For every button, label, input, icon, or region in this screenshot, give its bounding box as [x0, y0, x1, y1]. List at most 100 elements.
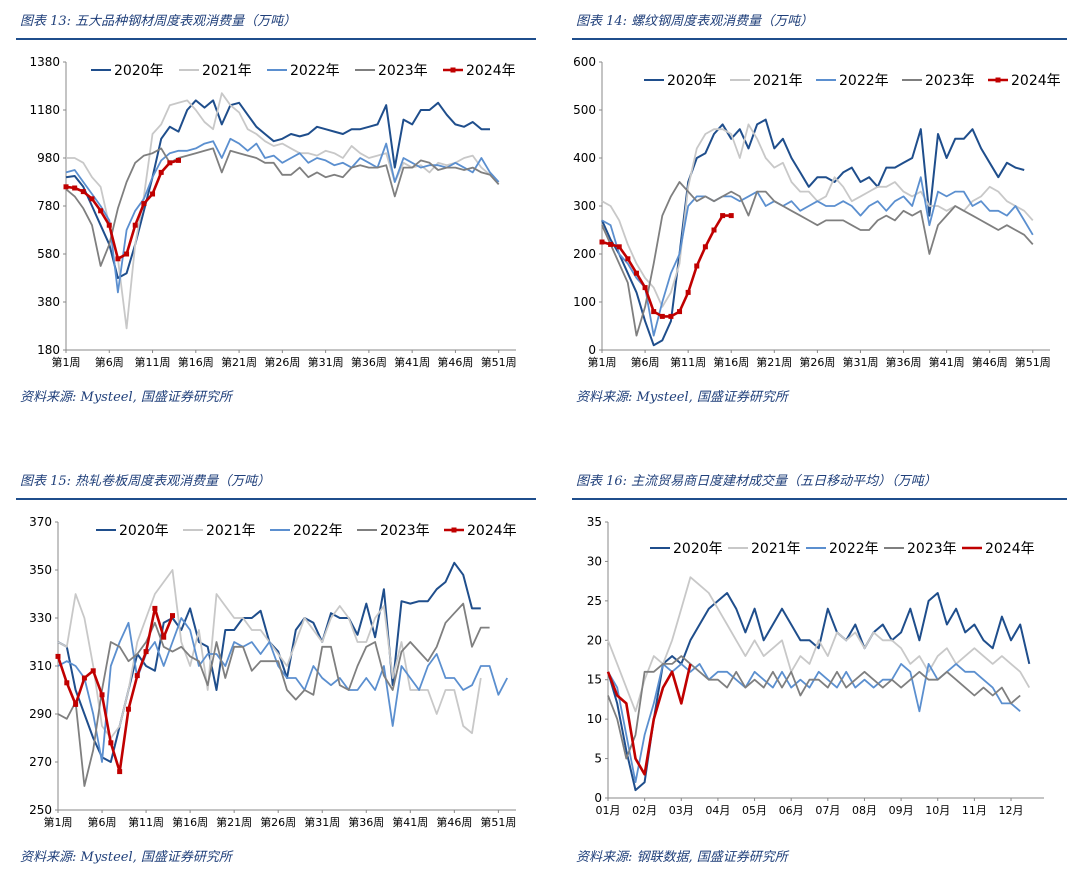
y-tick-label: 30: [587, 554, 602, 568]
x-tick-label: 第26周: [264, 355, 300, 369]
series-marker: [90, 668, 96, 674]
series-marker: [72, 185, 78, 191]
title-rule: [16, 38, 536, 40]
y-tick-label: 290: [29, 707, 52, 721]
chart-title: 图表 14: 螺纹钢周度表观消费量（万吨）: [576, 14, 814, 29]
y-tick-label: 350: [29, 563, 52, 577]
legend-marker: [995, 77, 1001, 83]
x-tick-label: 06月: [779, 804, 804, 817]
x-tick-label: 第11周: [670, 355, 706, 369]
x-tick-label: 第21周: [221, 355, 257, 369]
series-marker: [720, 213, 726, 219]
y-tick-label: 25: [587, 594, 602, 608]
y-tick-label: 380: [37, 295, 60, 309]
x-tick-label: 第16周: [178, 355, 214, 369]
series-line-2022年: [65, 137, 500, 294]
series-marker: [134, 673, 140, 679]
series-marker: [89, 196, 95, 202]
y-tick-label: 400: [573, 151, 596, 165]
chart-panel-14: 图表 14: 螺纹钢周度表观消费量（万吨） 0 100 200 300 400 500 60…: [572, 10, 1067, 410]
series-line-2020年: [65, 99, 490, 279]
chart-source: 资料来源: Mysteel, 国盛证券研究所: [20, 850, 232, 865]
series-marker: [616, 244, 622, 250]
y-tick-label: 580: [37, 247, 60, 261]
x-tick-label: 07月: [815, 804, 840, 817]
chart-source: 资料来源: 钢联数据, 国盛证券研究所: [576, 850, 788, 865]
legend-label: 2024年: [466, 63, 516, 79]
title-rule: [572, 38, 1067, 40]
x-tick-label: 第41周: [392, 815, 428, 829]
series-marker: [108, 740, 114, 746]
x-tick-label: 02月: [632, 804, 657, 817]
y-tick-label: 270: [29, 755, 52, 769]
x-tick-label: 第6周: [95, 355, 124, 369]
series-marker: [99, 692, 105, 698]
title-rule: [572, 498, 1067, 500]
x-tick-label: 10月: [925, 804, 950, 817]
series-marker: [63, 184, 69, 190]
series-marker: [81, 675, 87, 681]
x-tick-label: 第51周: [480, 815, 516, 829]
series-line-2024年: [56, 607, 174, 773]
x-tick-label: 第51周: [1015, 355, 1051, 369]
series-marker: [685, 289, 691, 295]
series-marker: [98, 208, 104, 214]
x-tick-label: 第41周: [929, 355, 965, 369]
series-marker: [702, 244, 708, 250]
y-tick-label: 370: [29, 515, 52, 529]
series-marker: [115, 256, 121, 262]
y-tick-label: 500: [573, 103, 596, 117]
y-tick-label: 1380: [29, 55, 60, 69]
x-tick-label: 第1周: [52, 355, 81, 369]
x-tick-label: 第36周: [351, 355, 387, 369]
y-tick-label: 0: [594, 791, 602, 805]
series-marker: [158, 169, 164, 175]
x-tick-label: 09月: [889, 804, 914, 817]
legend-label: 2024年: [985, 541, 1035, 557]
x-tick-label: 08月: [852, 804, 877, 817]
x-tick-label: 第31周: [308, 355, 344, 369]
y-tick-label: 1180: [29, 103, 60, 117]
y-tick-label: 20: [587, 633, 602, 647]
y-tick-label: 35: [587, 515, 602, 529]
series-line-2023年: [57, 602, 490, 787]
series-marker: [152, 605, 158, 611]
x-tick-label: 第26周: [799, 355, 835, 369]
legend-label: 2023年: [380, 523, 430, 539]
legend-label: 2022年: [290, 63, 340, 79]
series-marker: [73, 701, 79, 707]
legend-label: 2022年: [293, 523, 343, 539]
series-line-2022年: [601, 176, 1034, 337]
series-marker: [659, 313, 665, 319]
series-marker: [728, 213, 734, 219]
series-marker: [633, 270, 639, 276]
y-tick-label: 330: [29, 611, 52, 625]
series-marker: [608, 241, 614, 247]
legend-label: 2021年: [206, 523, 256, 539]
chart-svg: 0 100 200 300 400 500 600 第1周 第6周 第11周 第16周 第21周 第26…: [573, 55, 1061, 369]
series-marker: [161, 634, 167, 640]
x-tick-label: 第6周: [631, 355, 660, 369]
legend-label: 2022年: [839, 73, 889, 89]
y-tick-label: 980: [37, 151, 60, 165]
legend-label: 2020年: [114, 63, 164, 79]
x-tick-label: 第1周: [44, 815, 73, 829]
y-tick-label: 15: [587, 673, 602, 687]
legend-label: 2024年: [1011, 73, 1061, 89]
chart-panel-16: 图表 16: 主流贸易商日度建材成交量（五日移动平均）（万吨） 0 5 10 15 20…: [572, 470, 1067, 870]
series-marker: [143, 649, 149, 655]
series-marker: [642, 285, 648, 291]
chart-source: 资料来源: Mysteel, 国盛证券研究所: [576, 390, 788, 405]
series-marker: [599, 239, 605, 245]
series-line-2021年: [57, 569, 482, 739]
y-tick-label: 10: [587, 712, 602, 726]
y-tick-label: 250: [29, 803, 52, 817]
series-line-2021年: [601, 123, 1034, 308]
series-line-2023年: [65, 147, 500, 267]
x-tick-label: 12月: [999, 804, 1024, 817]
x-tick-label: 第51周: [481, 355, 517, 369]
series-marker: [55, 653, 61, 659]
x-tick-label: 第31周: [842, 355, 878, 369]
x-tick-label: 第41周: [394, 355, 430, 369]
legend-marker: [451, 527, 457, 533]
